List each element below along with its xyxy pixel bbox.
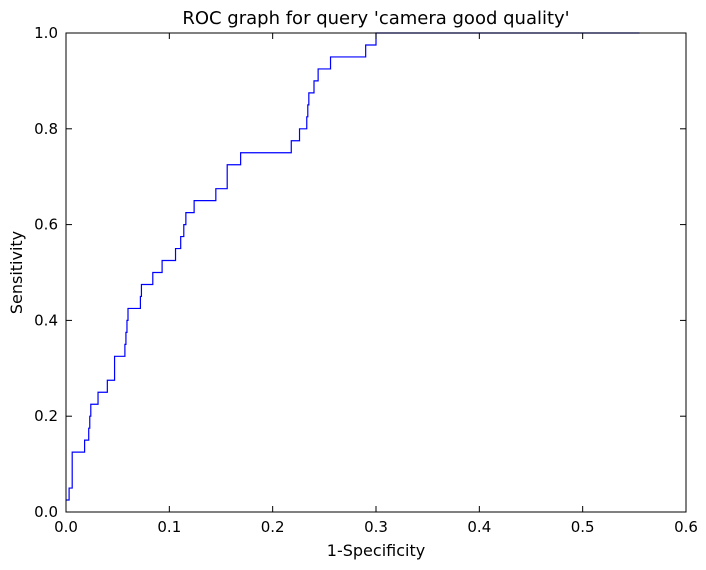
chart-title: ROC graph for query 'camera good quality…: [182, 8, 569, 29]
plot-area: 0.0 0.1 0.2 0.3 0.4 0.5 0.6 0.0 0.2 0.4 0.6 0.8 1.0: [34, 24, 698, 536]
y-tick-label: 0.2: [34, 407, 58, 425]
x-tick-label: 0.1: [157, 518, 181, 536]
x-tick-label: 0.2: [261, 518, 285, 536]
roc-curve-line: [66, 32, 640, 501]
x-axis-title: 1-Specificity: [327, 541, 425, 560]
y-tick-label: 0.8: [34, 120, 58, 138]
x-tick-label: 0.3: [364, 518, 388, 536]
x-tick-label: 0.5: [571, 518, 595, 536]
y-tick-label: 0.4: [34, 311, 58, 329]
y-tick-label: 0.6: [34, 216, 58, 234]
x-tick-label: 0.0: [54, 518, 78, 536]
y-tick-label: 0.0: [34, 503, 58, 521]
x-tick-label: 0.6: [674, 518, 698, 536]
y-axis-title: Sensitivity: [7, 231, 26, 314]
x-tick-label: 0.4: [467, 518, 491, 536]
y-tick-label: 1.0: [34, 24, 58, 42]
